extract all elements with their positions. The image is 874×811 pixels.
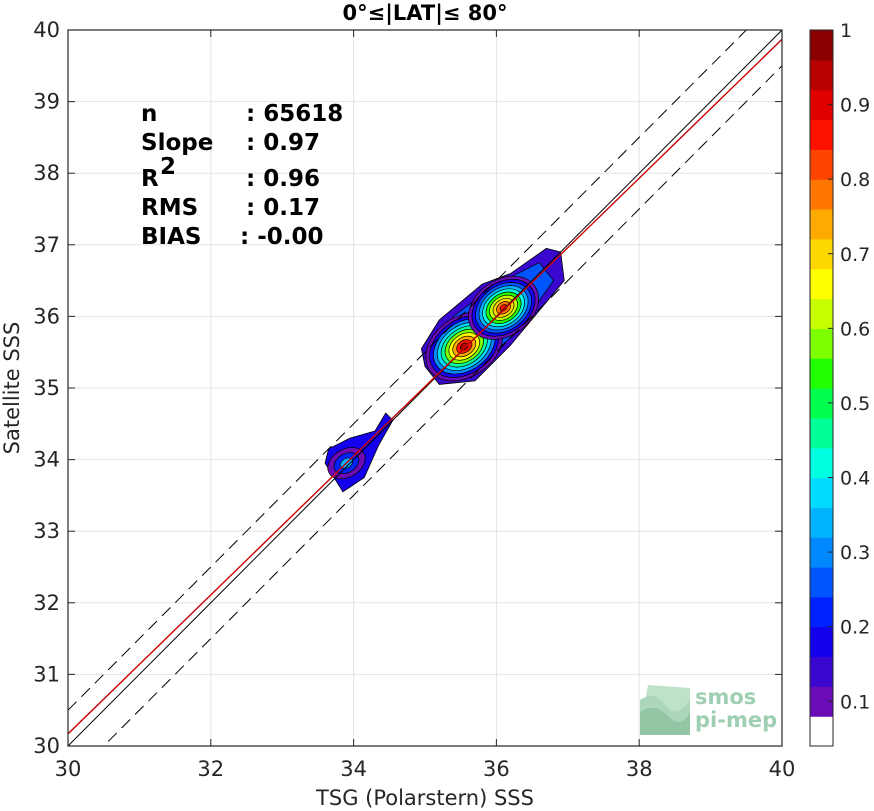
axis-ticks: 30 32 34 36 38 40 30 31 32 33 34 35 36 37 38 39 40 bbox=[33, 18, 795, 781]
colorbar-segment bbox=[810, 119, 833, 150]
stat-label-superscript: 2 bbox=[160, 154, 176, 180]
colorbar-tick-label: 0.4 bbox=[840, 468, 870, 490]
x-tick-label: 36 bbox=[483, 757, 510, 781]
colorbar-tick-label: 0.2 bbox=[840, 617, 870, 639]
y-tick-label: 35 bbox=[33, 376, 60, 400]
grid-lines bbox=[67, 29, 783, 747]
smos-pi-mep-logo: smos pi-mep bbox=[640, 685, 777, 735]
colorbar-tick-label: 0.6 bbox=[840, 318, 870, 340]
offset_minus-line bbox=[102, 65, 782, 746]
y-tick-label: 32 bbox=[33, 591, 60, 615]
x-tick-label: 34 bbox=[340, 757, 367, 781]
colorbar-tick-label: 0.9 bbox=[840, 95, 870, 117]
stat-label: n bbox=[141, 101, 157, 127]
colorbar-segment bbox=[810, 59, 833, 91]
y-tick-label: 40 bbox=[33, 18, 60, 42]
logo-text-smos: smos bbox=[695, 685, 756, 709]
peak-cluster-2 bbox=[468, 275, 539, 340]
y-tick-label: 34 bbox=[33, 448, 60, 472]
colorbar-segment bbox=[810, 268, 833, 300]
colorbar-segment bbox=[810, 30, 833, 61]
colorbar-segment bbox=[810, 656, 833, 687]
colorbar-frame bbox=[809, 29, 834, 747]
colorbar-tick-label: 0.8 bbox=[840, 169, 870, 191]
stat-label: R bbox=[141, 166, 159, 192]
x-axis-label: TSG (Polarstern) SSS bbox=[315, 786, 534, 810]
colorbar-segment bbox=[810, 149, 833, 180]
colorbar-tick-label: 1 bbox=[840, 20, 852, 42]
y-tick-label: 38 bbox=[33, 161, 60, 185]
reference-lines bbox=[68, 30, 782, 746]
colorbar-tick-label: 0.1 bbox=[840, 691, 870, 713]
stat-label: RMS bbox=[141, 195, 198, 221]
identity-line bbox=[68, 30, 782, 746]
offset_plus-line bbox=[68, 30, 748, 711]
colorbar-segment bbox=[810, 238, 833, 270]
colorbar: 0.1 0.2 0.3 0.4 0.5 0.6 0.7 0.8 0.9 1 bbox=[809, 20, 870, 747]
y-axis-label: Satellite SSS bbox=[0, 322, 24, 455]
x-tick-label: 30 bbox=[55, 757, 82, 781]
stat-value: : 0.97 bbox=[246, 130, 320, 156]
colorbar-tick-label: 0.3 bbox=[840, 542, 870, 564]
x-tick-label: 32 bbox=[197, 757, 224, 781]
logo-text-pi-mep: pi-mep bbox=[695, 708, 777, 732]
colorbar-segment bbox=[810, 388, 833, 419]
colorbar-segment bbox=[810, 537, 833, 568]
chart-title: 0°≤|LAT|≤ 80° bbox=[342, 1, 507, 26]
x-tick-label: 40 bbox=[769, 757, 796, 781]
y-tick-label: 33 bbox=[33, 519, 60, 543]
colorbar-segment bbox=[810, 507, 833, 538]
colorbar-segment bbox=[810, 626, 833, 658]
colorbar-tick-label: 0.5 bbox=[840, 393, 870, 415]
x-tick-label: 38 bbox=[626, 757, 653, 781]
y-tick-label: 36 bbox=[33, 304, 60, 328]
colorbar-segment bbox=[810, 298, 833, 329]
statistics-box: n : 65618 Slope : 0.97 R 2 : 0.96 RMS : 0.17 BIAS… bbox=[141, 101, 343, 250]
y-tick-label: 30 bbox=[33, 734, 60, 758]
colorbar-segment bbox=[810, 417, 833, 449]
y-tick-label: 31 bbox=[33, 662, 60, 686]
stat-label: Slope bbox=[141, 130, 213, 156]
colorbar-segment bbox=[810, 358, 833, 389]
colorbar-segment bbox=[810, 89, 833, 121]
colorbar-segment bbox=[810, 716, 833, 747]
stat-value: : 0.17 bbox=[246, 195, 320, 221]
colorbar-segment bbox=[810, 209, 833, 240]
wave-logo-icon bbox=[640, 685, 690, 735]
colorbar-segment bbox=[810, 596, 833, 628]
stat-value: : 65618 bbox=[246, 101, 343, 127]
colorbar-segment bbox=[810, 567, 833, 598]
stat-label: BIAS bbox=[141, 224, 201, 250]
stat-value: : 0.96 bbox=[246, 166, 320, 192]
density-contours bbox=[324, 247, 565, 493]
colorbar-segment bbox=[810, 477, 833, 508]
colorbar-segment bbox=[810, 447, 833, 479]
y-tick-label: 37 bbox=[33, 233, 60, 257]
colorbar-segment bbox=[810, 179, 833, 210]
y-tick-label: 39 bbox=[33, 90, 60, 114]
colorbar-segment bbox=[810, 686, 833, 717]
fit-line bbox=[68, 38, 782, 735]
colorbar-tick-label: 0.7 bbox=[840, 244, 870, 266]
stat-value: : -0.00 bbox=[240, 224, 324, 250]
colorbar-segment bbox=[810, 328, 833, 359]
